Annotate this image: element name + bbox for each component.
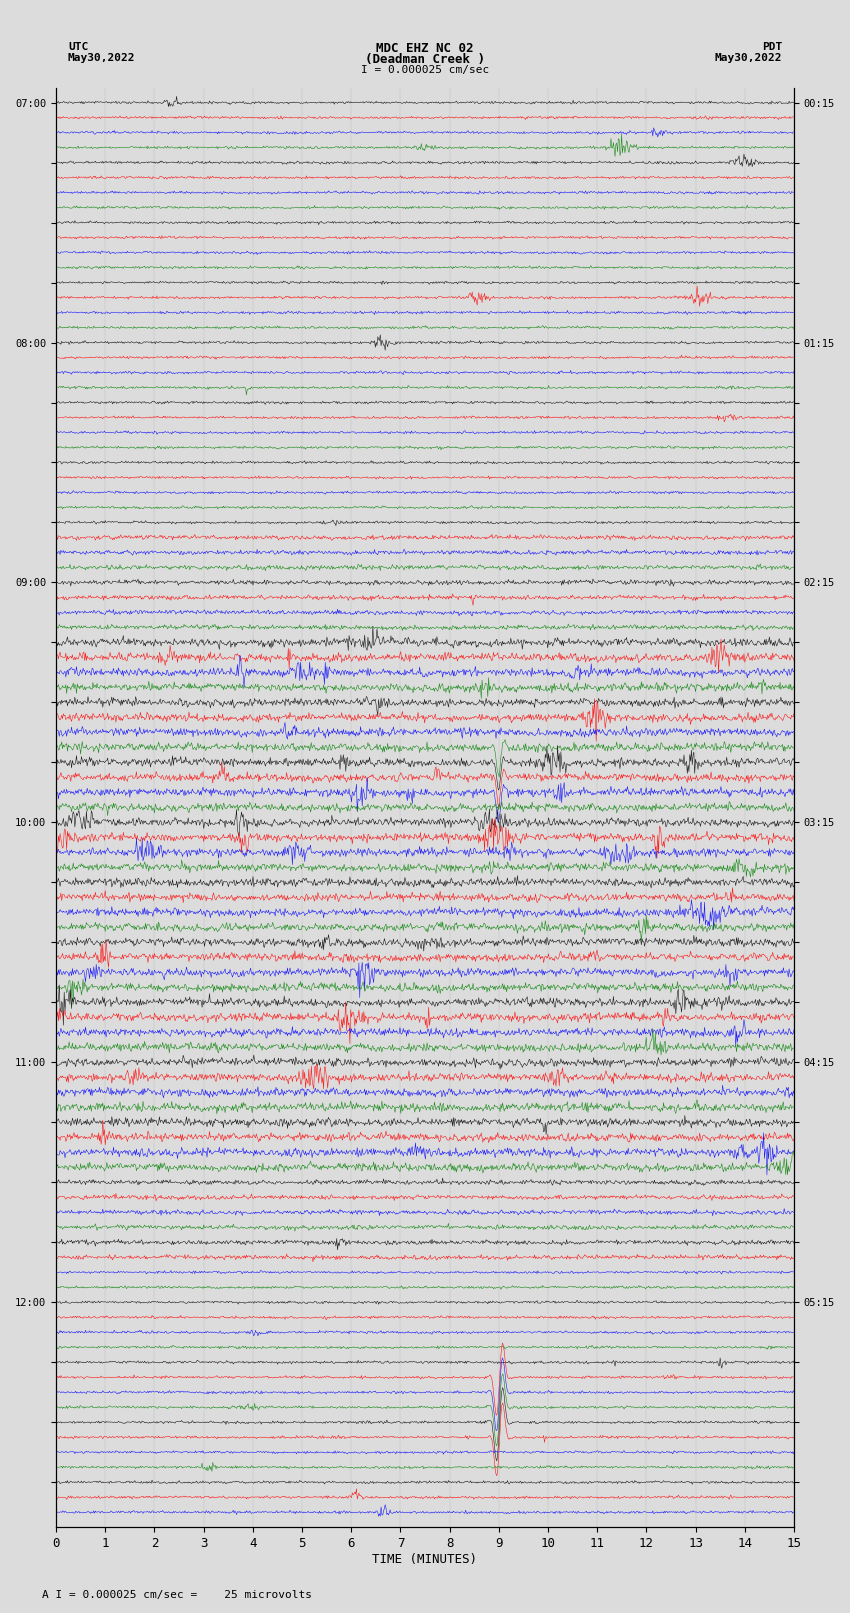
Text: A I = 0.000025 cm/sec =    25 microvolts: A I = 0.000025 cm/sec = 25 microvolts bbox=[42, 1590, 313, 1600]
Text: I = 0.000025 cm/sec: I = 0.000025 cm/sec bbox=[361, 65, 489, 74]
Text: PDT: PDT bbox=[762, 42, 782, 52]
Text: UTC: UTC bbox=[68, 42, 88, 52]
Text: MDC EHZ NC 02: MDC EHZ NC 02 bbox=[377, 42, 473, 55]
X-axis label: TIME (MINUTES): TIME (MINUTES) bbox=[372, 1553, 478, 1566]
Text: May30,2022: May30,2022 bbox=[715, 53, 782, 63]
Text: May30,2022: May30,2022 bbox=[68, 53, 135, 63]
Text: (Deadman Creek ): (Deadman Creek ) bbox=[365, 53, 485, 66]
